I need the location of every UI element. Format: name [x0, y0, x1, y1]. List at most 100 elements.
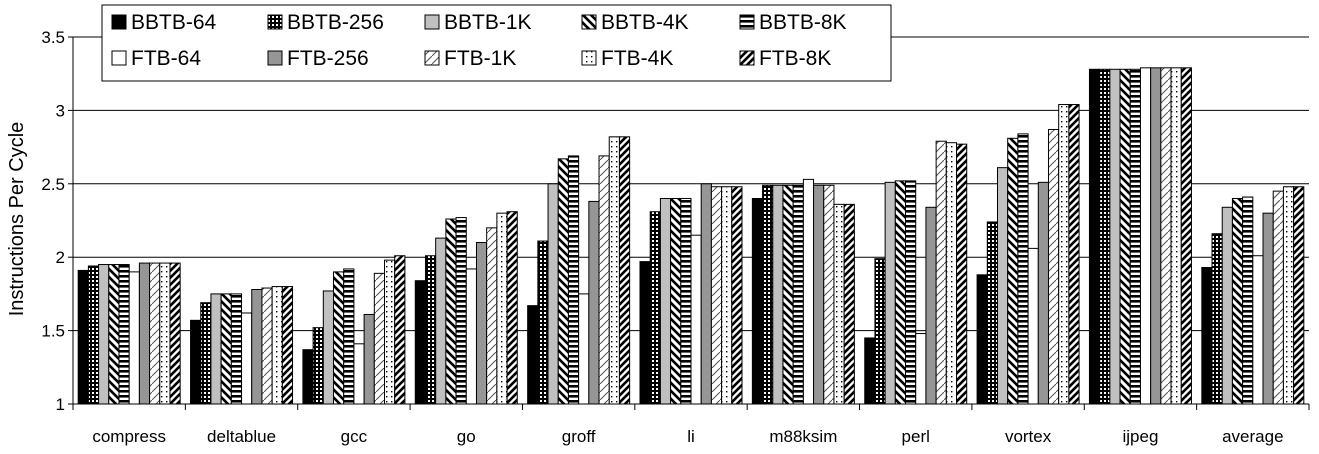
- bar-bbtb-1k-perl: [884, 181, 896, 405]
- bar-bbtb-1k-gcc: [322, 290, 335, 405]
- legend-box: [101, 4, 892, 82]
- bar-ftb-1k-ijpeg: [1160, 67, 1172, 405]
- bar-ftb-256-groff: [588, 200, 600, 405]
- legend-label: FTB-64: [131, 47, 201, 70]
- legend-label: BBTB-4K: [601, 11, 689, 34]
- bar-ftb-64-gcc: [353, 343, 365, 405]
- x-tick-label: ijpeg: [1122, 427, 1158, 446]
- legend-swatch: [424, 14, 440, 30]
- legend-label: BBTB-64: [131, 11, 217, 34]
- bar-bbtb-1k-li: [659, 197, 672, 405]
- bar-ftb-4k-average: [1282, 186, 1295, 405]
- bar-ftb-4k-vortex: [1058, 104, 1070, 405]
- legend-swatch: [267, 14, 283, 30]
- bar-ftb-1k-m88ksim: [823, 184, 835, 405]
- bar-ftb-1k-li: [710, 186, 723, 405]
- bar-bbtb-64-average: [1201, 266, 1213, 405]
- bar-bbtb-4k-vortex: [1007, 137, 1019, 405]
- bar-bbtb-1k-ijpeg: [1109, 68, 1121, 405]
- x-axis-labels: compress deltablue gcc go groff li m88ksim perl…: [92, 427, 1283, 446]
- bar-ftb-1k-average: [1272, 190, 1284, 405]
- bar-ftb-1k-vortex: [1047, 128, 1060, 405]
- legend-swatch: [267, 50, 283, 66]
- legend-swatch: [424, 50, 440, 66]
- bar-ftb-64-groff: [578, 293, 590, 405]
- x-tick-label: groff: [562, 427, 596, 446]
- bar-ftb-1k-perl: [935, 140, 947, 405]
- bar-ftb-1k-gcc: [373, 272, 386, 405]
- x-tick-label: vortex: [1005, 427, 1052, 446]
- bar-bbtb-4k-groff: [557, 158, 569, 405]
- bar-bbtb-8k-deltablue: [230, 293, 243, 405]
- bar-bbtb-1k-m88ksim: [772, 184, 784, 405]
- bar-bbtb-256-li: [649, 211, 661, 405]
- bar-ftb-4k-deltablue: [271, 286, 283, 405]
- bar-ftb-256-gcc: [363, 313, 375, 405]
- bar-bbtb-4k-m88ksim: [782, 184, 794, 405]
- bar-ftb-256-compress: [138, 262, 151, 405]
- bar-ftb-256-go: [475, 242, 488, 405]
- y-tick-label: 1.5: [41, 322, 65, 341]
- bar-ftb-1k-go: [486, 227, 498, 405]
- bar-bbtb-8k-perl: [905, 180, 917, 405]
- bar-bbtb-64-groff: [527, 305, 539, 405]
- legend-swatch: [739, 50, 755, 66]
- bar-ftb-4k-groff: [608, 136, 620, 405]
- bar-bbtb-4k-perl: [894, 180, 907, 405]
- bar-ftb-8k-li: [731, 186, 743, 405]
- bar-ftb-4k-go: [496, 212, 508, 405]
- legend-label: BBTB-1K: [444, 11, 532, 34]
- bar-bbtb-8k-go: [455, 217, 467, 405]
- bar-ftb-64-go: [465, 268, 477, 405]
- bar-ftb-64-perl: [915, 333, 927, 405]
- bar-bbtb-64-m88ksim: [751, 197, 764, 405]
- bar-ftb-8k-compress: [169, 262, 181, 405]
- y-axis-title: Instructions Per Cycle: [6, 122, 28, 317]
- bar-ftb-64-deltablue: [241, 312, 253, 405]
- x-tick-label: deltablue: [207, 427, 276, 446]
- bar-ftb-64-compress: [128, 271, 140, 405]
- y-tick-label: 3.5: [41, 28, 65, 47]
- bar-bbtb-4k-gcc: [333, 271, 345, 405]
- y-tick-label: 2.5: [41, 175, 65, 194]
- legend-swatch: [111, 50, 127, 66]
- y-tick-label: 2: [56, 248, 65, 267]
- legend-swatch: [111, 14, 127, 30]
- bar-bbtb-4k-li: [670, 197, 682, 405]
- bar-ftb-8k-m88ksim: [843, 203, 855, 405]
- bar-ftb-256-average: [1262, 212, 1274, 405]
- legend-label: FTB-256: [287, 47, 369, 70]
- bar-bbtb-1k-average: [1221, 206, 1233, 405]
- bar-bbtb-8k-vortex: [1017, 133, 1029, 405]
- bar-ftb-4k-ijpeg: [1170, 67, 1182, 405]
- bar-ftb-256-li: [700, 183, 712, 405]
- bar-bbtb-1k-compress: [98, 264, 110, 405]
- bar-ftb-1k-groff: [598, 155, 610, 405]
- bar-bbtb-1k-go: [435, 237, 447, 405]
- bar-ftb-8k-average: [1293, 186, 1305, 405]
- bar-bbtb-256-groff: [537, 240, 549, 405]
- bar-ftb-64-ijpeg: [1139, 67, 1152, 405]
- bar-bbtb-64-compress: [77, 269, 89, 405]
- bar-ftb-8k-vortex: [1068, 104, 1080, 405]
- bar-bbtb-1k-vortex: [996, 167, 1009, 405]
- legend-label: BBTB-256: [287, 11, 384, 34]
- bar-ftb-4k-perl: [945, 142, 958, 405]
- bar-bbtb-4k-ijpeg: [1119, 68, 1131, 405]
- bar-ftb-256-ijpeg: [1150, 67, 1162, 405]
- bar-ftb-64-vortex: [1027, 247, 1039, 405]
- legend-swatch: [581, 50, 597, 66]
- bar-bbtb-8k-average: [1242, 196, 1254, 405]
- legend: BBTB-64 BBTB-256 BBTB-1K BBTB-4K BBTB-8K FTB-…: [101, 4, 892, 82]
- bar-bbtb-256-average: [1211, 233, 1223, 405]
- bar-ftb-8k-ijpeg: [1180, 67, 1192, 405]
- bar-ftb-256-deltablue: [251, 288, 263, 405]
- bar-ftb-64-li: [690, 234, 702, 405]
- x-tick-label: average: [1222, 427, 1283, 446]
- bar-ftb-64-m88ksim: [802, 178, 815, 405]
- bar-bbtb-4k-deltablue: [220, 293, 232, 405]
- bar-bbtb-8k-groff: [567, 155, 580, 405]
- bar-bbtb-64-ijpeg: [1088, 68, 1101, 405]
- bar-ftb-256-m88ksim: [813, 184, 825, 405]
